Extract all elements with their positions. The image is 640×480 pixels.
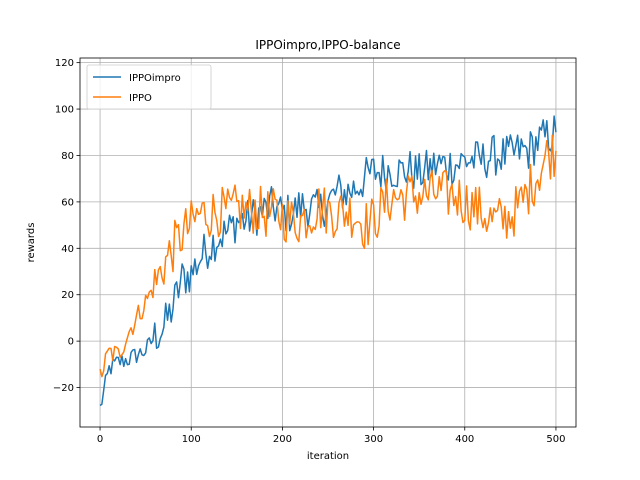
legend-label-ippo: IPPO xyxy=(129,93,152,104)
x-tick-label: 400 xyxy=(455,434,474,445)
x-tick-label: 100 xyxy=(182,434,201,445)
chart-title: IPPOimpro,IPPO-balance xyxy=(255,38,400,52)
plot-frame xyxy=(79,57,577,428)
y-axis-title: rewards xyxy=(26,223,37,263)
legend-box xyxy=(86,64,212,110)
y-tick-label: 120 xyxy=(55,58,74,69)
y-axis-ticks: −20 0 20 40 60 80 100 120 xyxy=(53,58,80,394)
x-tick-label: 300 xyxy=(364,434,383,445)
x-axis-title: iteration xyxy=(307,451,349,462)
y-tick-label: 0 xyxy=(68,337,74,348)
y-tick-label: 40 xyxy=(61,244,74,255)
legend: IPPOimpro IPPO xyxy=(86,64,212,110)
x-axis-ticks: 0 100 200 300 400 500 xyxy=(97,427,565,445)
y-tick-label: 100 xyxy=(55,105,74,116)
y-tick-label: 80 xyxy=(61,151,74,162)
series-layer xyxy=(99,115,557,407)
y-tick-label: 20 xyxy=(61,290,74,301)
x-tick-label: 200 xyxy=(273,434,292,445)
y-tick-label: 60 xyxy=(61,197,74,208)
x-tick-label: 500 xyxy=(546,434,565,445)
series-line-ippo xyxy=(99,134,557,378)
y-tick-label: −20 xyxy=(53,383,74,394)
x-tick-label: 0 xyxy=(97,434,103,445)
legend-label-ippoimpro: IPPOimpro xyxy=(129,73,181,84)
